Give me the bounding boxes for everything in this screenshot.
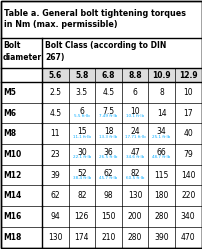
- Text: 62: 62: [50, 191, 60, 200]
- Text: 6: 6: [79, 107, 84, 116]
- Text: 30: 30: [77, 148, 86, 157]
- Text: 4.5: 4.5: [49, 109, 61, 118]
- Text: Bolt Class (according to DIN
267): Bolt Class (according to DIN 267): [45, 41, 166, 62]
- Text: 25.1 ft·lb: 25.1 ft·lb: [152, 135, 170, 139]
- Text: M10: M10: [3, 150, 21, 159]
- Text: 150: 150: [101, 212, 115, 221]
- Text: M6: M6: [3, 109, 16, 118]
- Text: 34: 34: [156, 127, 166, 136]
- Text: 82: 82: [130, 169, 139, 178]
- Text: 7.5: 7.5: [102, 107, 114, 116]
- Text: 52: 52: [77, 169, 86, 178]
- Text: 8.8: 8.8: [128, 70, 141, 79]
- Text: 200: 200: [127, 212, 142, 221]
- Text: Bolt
diameter: Bolt diameter: [3, 41, 42, 62]
- Text: 94: 94: [50, 212, 60, 221]
- Text: 5.6: 5.6: [48, 70, 62, 79]
- Text: 10.1 ft·lb: 10.1 ft·lb: [125, 114, 143, 118]
- Text: 130: 130: [127, 191, 142, 200]
- Text: 13.3 ft·lb: 13.3 ft·lb: [99, 135, 117, 139]
- Text: 10: 10: [130, 107, 139, 116]
- Text: 45.7 ft·lb: 45.7 ft·lb: [99, 176, 117, 180]
- Text: 47: 47: [129, 148, 139, 157]
- Text: 210: 210: [101, 233, 115, 242]
- Text: 15: 15: [77, 127, 86, 136]
- Text: 17.71 ft·lb: 17.71 ft·lb: [124, 135, 145, 139]
- Text: 390: 390: [154, 233, 168, 242]
- Text: 10.9: 10.9: [152, 70, 170, 79]
- Text: 98: 98: [103, 191, 113, 200]
- Text: 8: 8: [158, 88, 163, 97]
- Text: 79: 79: [182, 150, 192, 159]
- Text: 22.1 ft·lb: 22.1 ft·lb: [72, 155, 90, 159]
- Text: 62: 62: [103, 169, 113, 178]
- Text: M18: M18: [3, 233, 21, 242]
- Text: 60.5 ft·lb: 60.5 ft·lb: [125, 176, 143, 180]
- Text: 36: 36: [103, 148, 113, 157]
- Text: 17: 17: [182, 109, 192, 118]
- Text: 470: 470: [180, 233, 195, 242]
- Text: 180: 180: [154, 191, 168, 200]
- Text: 340: 340: [180, 212, 195, 221]
- Text: M14: M14: [3, 191, 21, 200]
- Text: 6.8: 6.8: [101, 70, 115, 79]
- Text: 3.5: 3.5: [75, 88, 87, 97]
- Text: 5.5 ft·lb: 5.5 ft·lb: [74, 114, 89, 118]
- Text: 26.5 ft·lb: 26.5 ft·lb: [99, 155, 117, 159]
- Text: 280: 280: [154, 212, 168, 221]
- Text: 66: 66: [156, 148, 166, 157]
- Text: 82: 82: [77, 191, 86, 200]
- Bar: [42, 68, 201, 82]
- Text: M12: M12: [3, 171, 21, 180]
- Text: 39: 39: [50, 171, 60, 180]
- Text: 34.6 ft·lb: 34.6 ft·lb: [125, 155, 143, 159]
- Text: 126: 126: [74, 212, 89, 221]
- Text: 23: 23: [50, 150, 60, 159]
- Text: 18: 18: [103, 127, 113, 136]
- Text: 11: 11: [50, 129, 60, 138]
- Text: 174: 174: [74, 233, 89, 242]
- Text: 7.49 ft·lb: 7.49 ft·lb: [99, 114, 117, 118]
- Text: 38.4 ft·lb: 38.4 ft·lb: [72, 176, 90, 180]
- Text: 6: 6: [132, 88, 137, 97]
- Text: 12.9: 12.9: [178, 70, 197, 79]
- Text: 5.8: 5.8: [75, 70, 88, 79]
- Text: 4.5: 4.5: [102, 88, 114, 97]
- Text: M8: M8: [3, 129, 16, 138]
- Text: 280: 280: [127, 233, 142, 242]
- Text: 10: 10: [182, 88, 192, 97]
- Text: 11.1 ft·lb: 11.1 ft·lb: [73, 135, 90, 139]
- Text: 40: 40: [182, 129, 192, 138]
- Text: 2.5: 2.5: [49, 88, 61, 97]
- Text: 14: 14: [156, 109, 166, 118]
- Text: 115: 115: [154, 171, 168, 180]
- Text: 130: 130: [48, 233, 62, 242]
- Text: 24: 24: [130, 127, 139, 136]
- Text: M16: M16: [3, 212, 21, 221]
- Text: 220: 220: [180, 191, 195, 200]
- Text: 140: 140: [180, 171, 195, 180]
- Text: 48.7 ft·lb: 48.7 ft·lb: [152, 155, 170, 159]
- Text: M5: M5: [3, 88, 16, 97]
- Text: Table a. General bolt tightening torques
in Nm (max. permissible): Table a. General bolt tightening torques…: [4, 9, 185, 29]
